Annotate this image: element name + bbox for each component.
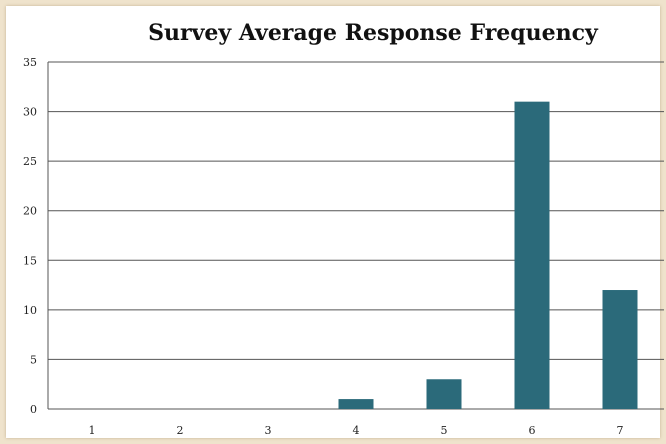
chart-title: Survey Average Response Frequency bbox=[148, 20, 598, 46]
x-tick-label: 1 bbox=[89, 424, 96, 437]
y-tick-label: 35 bbox=[23, 56, 37, 69]
bar-4 bbox=[338, 399, 374, 409]
y-tick-label: 15 bbox=[23, 254, 37, 267]
y-axis-ticks: 0 5 10 15 20 25 30 35 bbox=[23, 56, 37, 416]
bar-6 bbox=[514, 101, 550, 410]
chart-frame bbox=[6, 6, 660, 438]
y-tick-label: 0 bbox=[30, 403, 37, 416]
bars bbox=[338, 101, 638, 410]
gridlines bbox=[47, 61, 664, 410]
x-tick-label: 6 bbox=[529, 424, 536, 437]
x-tick-label: 5 bbox=[441, 424, 448, 437]
y-tick-label: 25 bbox=[23, 155, 37, 168]
y-tick-label: 30 bbox=[23, 106, 37, 119]
bar-7 bbox=[602, 290, 638, 409]
x-tick-label: 3 bbox=[265, 424, 272, 437]
y-tick-label: 10 bbox=[23, 304, 37, 317]
bar-5 bbox=[426, 379, 462, 409]
y-tick-label: 20 bbox=[23, 205, 37, 218]
x-tick-label: 2 bbox=[177, 424, 184, 437]
x-tick-label: 4 bbox=[353, 424, 360, 437]
y-tick-label: 5 bbox=[30, 353, 37, 366]
x-tick-label: 7 bbox=[617, 424, 624, 437]
x-axis-ticks: 1 2 3 4 5 6 7 bbox=[89, 424, 624, 437]
